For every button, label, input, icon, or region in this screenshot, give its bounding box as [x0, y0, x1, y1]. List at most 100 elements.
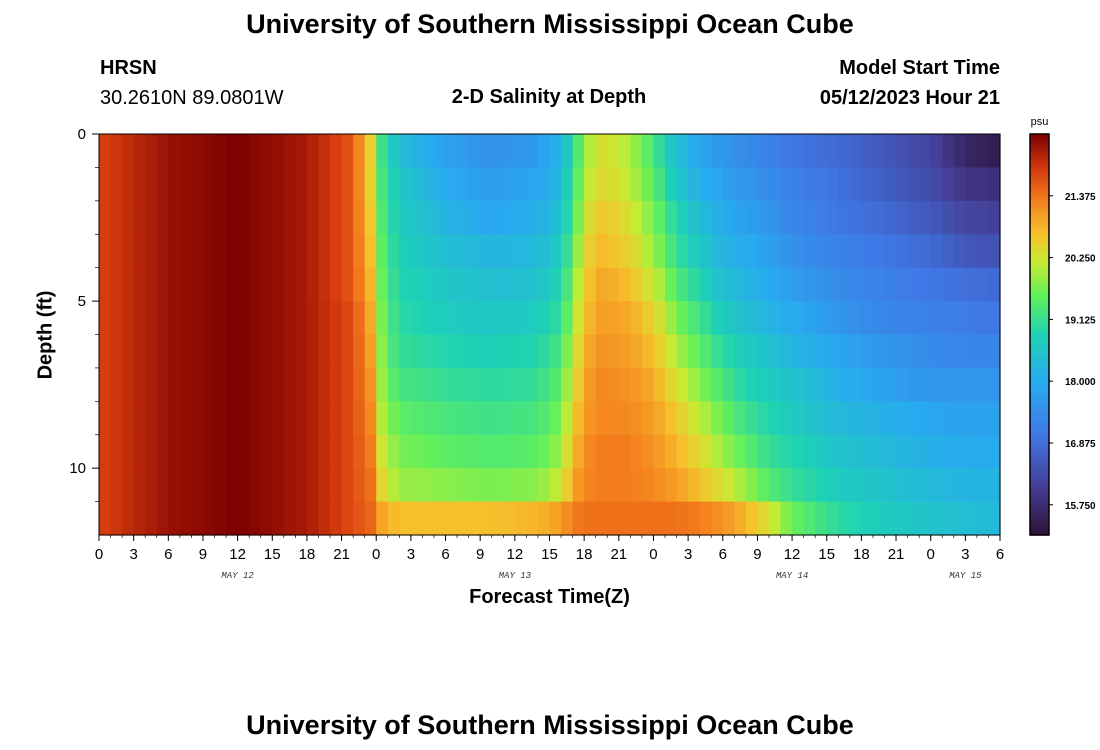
heatmap-cell: [99, 234, 112, 269]
heatmap-cell: [630, 501, 643, 536]
heatmap-cell: [376, 367, 389, 402]
heatmap-cell: [168, 401, 181, 436]
heatmap-cell: [907, 301, 920, 336]
heatmap-cell: [376, 234, 389, 269]
x-axis: 0 3 6 9 12 15 18 21 0 3 6 9 12 15 18 21 0 3 6 9 12 15 18 21 0 3 6 M…: [95, 535, 1004, 581]
heatmap-cell: [803, 267, 816, 302]
heatmap-cell: [237, 367, 250, 402]
colorbar-segment: [1030, 357, 1049, 362]
heatmap-cell: [688, 367, 701, 402]
y-tick-label: 10: [69, 460, 86, 477]
heatmap-cell: [838, 267, 851, 302]
heatmap-cell: [214, 434, 227, 469]
heatmap-cell: [168, 334, 181, 369]
heatmap-cell: [433, 267, 447, 302]
heatmap-cell: [919, 134, 932, 169]
heatmap-cell: [214, 134, 227, 169]
heatmap-cell: [410, 468, 424, 503]
colorbar-segment: [1030, 147, 1049, 152]
heatmap-cell: [549, 267, 562, 302]
heatmap-cell: [872, 367, 886, 402]
heatmap-cell: [653, 334, 666, 369]
heatmap-cell: [976, 267, 990, 302]
heatmap-cell: [156, 134, 169, 169]
heatmap-cell: [226, 167, 239, 202]
heatmap-cell: [607, 134, 620, 169]
heatmap-cell: [745, 200, 759, 235]
heatmap-cell: [549, 167, 562, 202]
heatmap-cell: [618, 434, 631, 469]
heatmap-cell: [468, 267, 481, 302]
heatmap-cell: [514, 267, 527, 302]
heatmap-cell: [237, 167, 250, 202]
heatmap-cell: [122, 267, 135, 302]
heatmap-cell: [480, 367, 493, 402]
heatmap-cell: [341, 401, 354, 436]
heatmap-cell: [757, 234, 770, 269]
heatmap-cell: [896, 401, 909, 436]
heatmap-cell: [861, 301, 874, 336]
heatmap-cell: [387, 501, 400, 536]
heatmap-cell: [526, 134, 539, 169]
heatmap-cell: [480, 167, 493, 202]
heatmap-cell: [849, 334, 862, 369]
heatmap-cell: [826, 267, 839, 302]
heatmap-cell: [353, 167, 366, 202]
heatmap-cell: [514, 234, 527, 269]
colorbar-segment: [1030, 177, 1049, 182]
heatmap-cell: [399, 401, 412, 436]
colorbar-segment: [1030, 418, 1049, 422]
heatmap-cell: [595, 468, 608, 503]
heatmap-cell: [699, 167, 712, 202]
heatmap-cell: [133, 167, 146, 202]
x-tick-label: 15: [818, 546, 835, 563]
colorbar-tick-label: 21.375: [1065, 192, 1096, 203]
heatmap-cell: [861, 334, 874, 369]
heatmap-cell: [826, 167, 839, 202]
heatmap-cell: [907, 501, 920, 536]
heatmap-cell: [722, 200, 735, 235]
heatmap-cell: [572, 234, 585, 269]
heatmap-cell: [884, 334, 897, 369]
heatmap-cell: [260, 167, 273, 202]
heatmap-cell: [838, 367, 851, 402]
x-day-label: MAY 14: [776, 571, 808, 581]
heatmap-cell: [318, 367, 331, 402]
colorbar-segment: [1030, 197, 1049, 202]
heatmap-cell: [965, 468, 978, 503]
colorbar-segment: [1030, 481, 1049, 486]
x-day-label: MAY 12: [221, 571, 254, 581]
heatmap-cell: [480, 134, 493, 169]
heatmap-cell: [942, 434, 955, 469]
heatmap-cell: [768, 234, 782, 269]
colorbar-segment: [1030, 471, 1049, 476]
heatmap-cell: [376, 167, 389, 202]
heatmap-cell: [306, 434, 320, 469]
heatmap-cell: [376, 134, 389, 169]
heatmap-cell: [688, 301, 701, 336]
heatmap-cell: [295, 501, 308, 536]
heatmap-cell: [468, 301, 481, 336]
heatmap-cell: [861, 468, 874, 503]
heatmap-cell: [711, 134, 724, 169]
heatmap-cell: [99, 334, 112, 369]
heatmap-cell: [896, 134, 909, 169]
heatmap-cell: [826, 501, 839, 536]
heatmap-cell: [168, 267, 181, 302]
x-tick-label: 0: [95, 546, 103, 563]
heatmap-cell: [665, 401, 678, 436]
heatmap-cell: [214, 234, 227, 269]
heatmap-cell: [422, 267, 435, 302]
heatmap-cell: [699, 334, 712, 369]
heatmap-cell: [133, 301, 146, 336]
heatmap-cell: [214, 334, 227, 369]
heatmap-cell: [468, 434, 481, 469]
heatmap-cell: [526, 200, 539, 235]
y-tick-label: 0: [78, 126, 86, 143]
heatmap-cell: [699, 200, 712, 235]
heatmap-cell: [630, 200, 643, 235]
colorbar-segment: [1030, 484, 1049, 489]
heatmap-cell: [399, 234, 412, 269]
heatmap-cell: [202, 468, 216, 503]
heatmap-cell: [792, 367, 805, 402]
